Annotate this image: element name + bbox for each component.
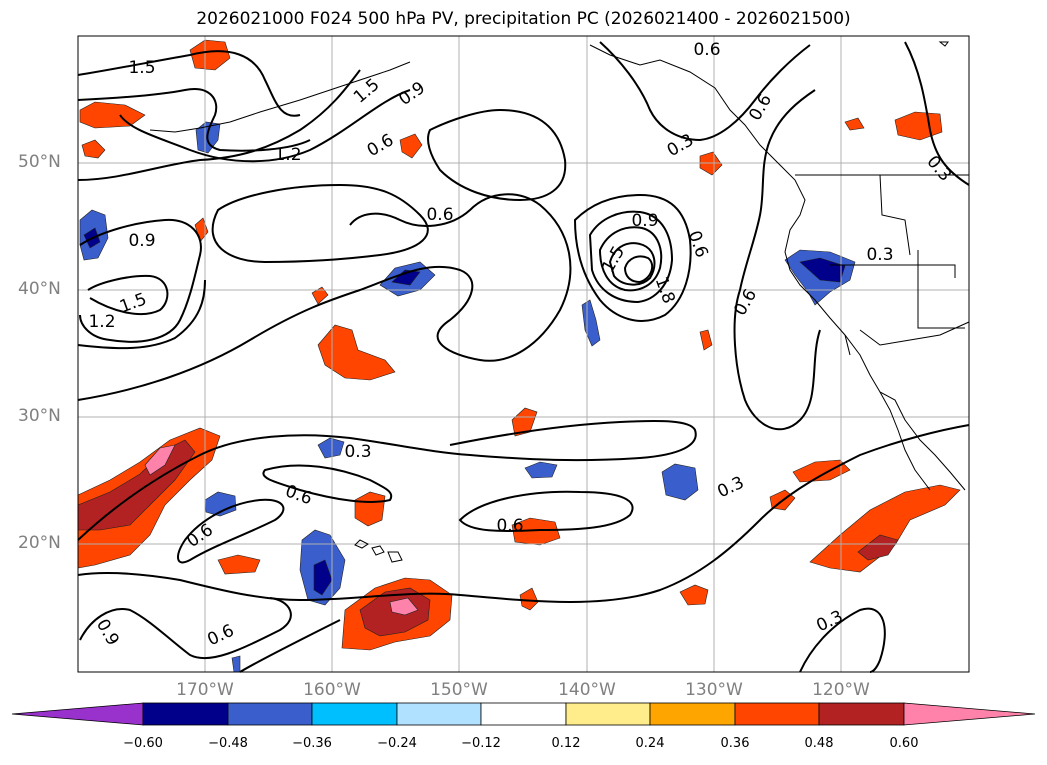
colorbar-segment bbox=[565, 702, 651, 726]
lon-label: 140°W bbox=[558, 680, 616, 700]
contour-label: 1.5 bbox=[128, 58, 155, 78]
colorbar-tick: 0.36 bbox=[720, 736, 750, 751]
lon-label: 160°W bbox=[303, 680, 361, 700]
colorbar-tick: 0.24 bbox=[635, 736, 665, 751]
contour-label: 0.3 bbox=[866, 245, 893, 265]
contour-label: 1.2 bbox=[274, 145, 301, 165]
map-frame bbox=[77, 35, 970, 673]
lon-label: 170°W bbox=[176, 680, 234, 700]
colorbar-arrow-right bbox=[903, 702, 1036, 726]
lon-label: 130°W bbox=[685, 680, 743, 700]
colorbar bbox=[11, 702, 1036, 726]
colorbar-segment bbox=[311, 702, 398, 726]
colorbar-tick: −0.36 bbox=[292, 736, 332, 751]
colorbar-tick: −0.60 bbox=[123, 736, 163, 751]
colorbar-segment bbox=[142, 702, 229, 726]
contour-label: 0.6 bbox=[426, 205, 453, 225]
lat-label: 50°N bbox=[18, 152, 61, 172]
graticule bbox=[78, 36, 969, 672]
colorbar-tick: −0.12 bbox=[461, 736, 501, 751]
lon-label: 120°W bbox=[812, 680, 870, 700]
colorbar-segment bbox=[818, 702, 905, 726]
lon-label: 150°W bbox=[430, 680, 488, 700]
colorbar-segment bbox=[734, 702, 820, 726]
colorbar-segment bbox=[396, 702, 482, 726]
colorbar-tick: −0.48 bbox=[208, 736, 248, 751]
colorbar-tick: −0.24 bbox=[377, 736, 417, 751]
colorbar-segment bbox=[227, 702, 313, 726]
coastlines bbox=[149, 41, 970, 563]
precipitation-shading bbox=[77, 39, 961, 673]
colorbar-tick: 0.48 bbox=[804, 736, 834, 751]
contour-label: 1.2 bbox=[88, 312, 115, 332]
colorbar-segment bbox=[480, 702, 567, 726]
contour-label: 0.9 bbox=[128, 231, 155, 251]
pv-contours bbox=[77, 41, 970, 673]
map-title: 2026021000 F024 500 hPa PV, precipitatio… bbox=[196, 9, 851, 29]
colorbar-segment bbox=[649, 702, 736, 726]
contour-label: 0.6 bbox=[693, 40, 720, 60]
lat-label: 40°N bbox=[18, 279, 61, 299]
colorbar-arrow-left bbox=[11, 702, 144, 726]
lat-label: 20°N bbox=[18, 533, 61, 553]
lat-label: 30°N bbox=[18, 406, 61, 426]
contour-label: 0.9 bbox=[631, 211, 658, 231]
contour-label: 0.6 bbox=[496, 516, 523, 536]
contour-label: 0.3 bbox=[344, 442, 371, 462]
colorbar-tick: 0.12 bbox=[551, 736, 581, 751]
colorbar-tick: 0.60 bbox=[889, 736, 919, 751]
